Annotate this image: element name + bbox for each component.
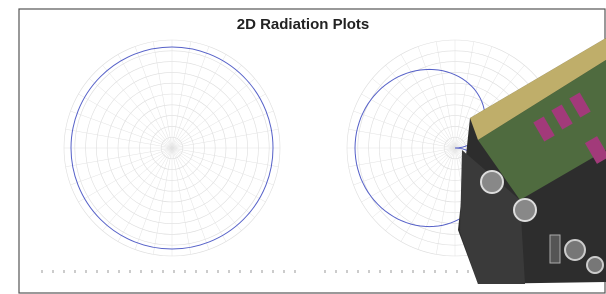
title: 2D Radiation Plots [237, 16, 370, 33]
screenshot: 2D Radiation Plots [0, 0, 606, 294]
connector [565, 240, 585, 260]
connector [514, 199, 536, 221]
connector [587, 257, 603, 273]
port [550, 235, 560, 263]
connector [481, 171, 503, 193]
